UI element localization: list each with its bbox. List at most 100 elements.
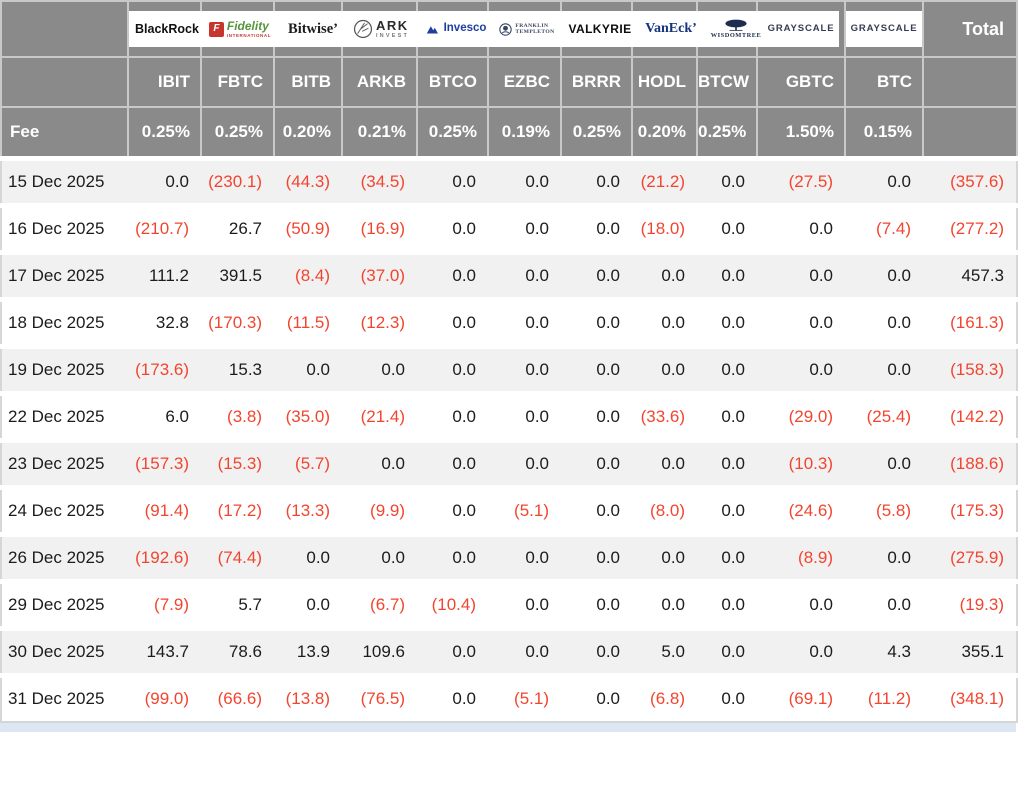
- provider-header-valkyrie: VALKYRIE: [560, 0, 638, 58]
- fee-ezbc: 0.19%: [487, 106, 562, 159]
- flow-cell: (24.6): [757, 484, 845, 534]
- flow-cell: (74.4): [201, 531, 274, 581]
- flow-cell: (5.7): [274, 437, 342, 487]
- flow-cell: 0.0: [561, 578, 632, 628]
- flow-cell: 0.0: [697, 578, 757, 628]
- grayscale-logo: GRAYSCALE: [762, 11, 840, 47]
- flow-cell: (21.2): [632, 155, 697, 205]
- flow-cell: 0.0: [417, 672, 488, 722]
- ark-circle-icon: [353, 19, 373, 39]
- flow-cell: (7.9): [128, 578, 201, 628]
- flow-cell: (8.4): [274, 249, 342, 299]
- flow-table-body: 15 Dec 2025 0.0 (230.1) (44.3) (34.5) 0.0 0.0 0…: [1, 155, 1017, 722]
- ticker-row: IBIT FBTC BITB ARKB BTCO EZBC BRRR HODL BTCW GBTC…: [0, 56, 1018, 108]
- flow-cell: 111.2: [128, 249, 201, 299]
- flow-cell: (27.5): [757, 155, 845, 205]
- table-row: 23 Dec 2025 (157.3) (15.3) (5.7) 0.0 0.0 0.0 0.…: [1, 437, 1017, 487]
- provider-header-blackrock: BlackRock: [127, 0, 205, 58]
- flow-cell: (192.6): [128, 531, 201, 581]
- bottom-strip: [0, 723, 1016, 732]
- fee-btc: 0.15%: [844, 106, 924, 159]
- flow-cell: (21.4): [342, 390, 417, 440]
- flow-cell: 0.0: [561, 531, 632, 581]
- flow-cell: (10.4): [417, 578, 488, 628]
- flow-cell: 0.0: [697, 155, 757, 205]
- flow-cell: (76.5): [342, 672, 417, 722]
- flow-cell: (5.1): [488, 672, 561, 722]
- fee-fbtc: 0.25%: [200, 106, 275, 159]
- flow-cell: 0.0: [697, 202, 757, 252]
- flow-cell: 0.0: [757, 625, 845, 675]
- ticker-gbtc: GBTC: [756, 56, 846, 108]
- flow-cell: 0.0: [845, 155, 923, 205]
- flow-cell: 0.0: [417, 155, 488, 205]
- flow-cell: 0.0: [697, 437, 757, 487]
- total-cell: (357.6): [923, 155, 1017, 205]
- flow-cell: 0.0: [488, 249, 561, 299]
- total-cell: (188.6): [923, 437, 1017, 487]
- invesco-mountain-icon: [426, 25, 438, 33]
- ticker-fbtc: FBTC: [200, 56, 275, 108]
- fee-brrr: 0.25%: [560, 106, 633, 159]
- vaneck-logo: VanEck’: [633, 11, 709, 47]
- fee-bitb: 0.20%: [273, 106, 343, 159]
- bitwise-logo: Bitwise’: [275, 11, 351, 47]
- fee-row: Fee 0.25% 0.25% 0.20% 0.21% 0.25% 0.19% 0.25% 0…: [0, 106, 1018, 159]
- flow-cell: (13.3): [274, 484, 342, 534]
- ticker-ezbc: EZBC: [487, 56, 562, 108]
- flow-cell: 0.0: [488, 296, 561, 346]
- flow-cell: 0.0: [417, 249, 488, 299]
- flow-cell: 0.0: [417, 390, 488, 440]
- flow-cell: 0.0: [488, 390, 561, 440]
- flow-cell: (11.2): [845, 672, 923, 722]
- date-cell: 18 Dec 2025: [1, 296, 128, 346]
- table-row: 18 Dec 2025 32.8 (170.3) (11.5) (12.3) 0.0 0.0…: [1, 296, 1017, 346]
- provider-header-invesco: Invesco: [416, 0, 494, 58]
- table-row: 22 Dec 2025 6.0 (3.8) (35.0) (21.4) 0.0 0.0 0.0…: [1, 390, 1017, 440]
- fee-btcw: 0.25%: [696, 106, 758, 159]
- flow-cell: 0.0: [342, 531, 417, 581]
- date-cell: 31 Dec 2025: [1, 672, 128, 722]
- flow-cell: 0.0: [757, 343, 845, 393]
- provider-header-vaneck: VanEck’: [631, 0, 709, 58]
- flow-cell: 0.0: [632, 296, 697, 346]
- flow-cell: 0.0: [417, 296, 488, 346]
- flow-cell: 4.3: [845, 625, 923, 675]
- flow-cell: 0.0: [488, 578, 561, 628]
- flow-cell: (25.4): [845, 390, 923, 440]
- ticker-bitb: BITB: [273, 56, 343, 108]
- total-cell: (175.3): [923, 484, 1017, 534]
- provider-logo-row: BlackRock F Fidelity INTERNATIONAL Bitwise…: [0, 0, 1018, 58]
- flow-cell: 0.0: [757, 296, 845, 346]
- ticker-hodl: HODL: [631, 56, 698, 108]
- flow-cell: 0.0: [488, 155, 561, 205]
- table-row: 17 Dec 2025 111.2 391.5 (8.4) (37.0) 0.0 0.0 0.…: [1, 249, 1017, 299]
- flow-cell: (170.3): [201, 296, 274, 346]
- flow-cell: (29.0): [757, 390, 845, 440]
- provider-header-fidelity: F Fidelity INTERNATIONAL: [200, 0, 278, 58]
- franklin-logo: FRANKLIN TEMPLETON: [489, 11, 565, 47]
- date-cell: 29 Dec 2025: [1, 578, 128, 628]
- flow-cell: (5.8): [845, 484, 923, 534]
- provider-header-grayscale2: GRAYSCALE: [844, 0, 924, 58]
- flow-cell: 0.0: [845, 296, 923, 346]
- date-cell: 24 Dec 2025: [1, 484, 128, 534]
- flow-cell: 0.0: [697, 484, 757, 534]
- flow-cell: 0.0: [697, 672, 757, 722]
- fidelity-f-icon: F: [208, 21, 224, 37]
- flow-cell: (15.3): [201, 437, 274, 487]
- flow-cell: 5.7: [201, 578, 274, 628]
- flow-cell: (37.0): [342, 249, 417, 299]
- flow-cell: 0.0: [561, 484, 632, 534]
- flow-cell: 0.0: [417, 437, 488, 487]
- flow-cell: 0.0: [757, 249, 845, 299]
- fee-hodl: 0.20%: [631, 106, 698, 159]
- flow-cell: (50.9): [274, 202, 342, 252]
- flow-cell: (7.4): [845, 202, 923, 252]
- flow-cell: 0.0: [632, 578, 697, 628]
- flow-cell: (5.1): [488, 484, 561, 534]
- date-cell: 23 Dec 2025: [1, 437, 128, 487]
- provider-header-wisdomtree: WISDOMTREE: [696, 0, 774, 58]
- flow-cell: 0.0: [561, 202, 632, 252]
- flow-cell: (35.0): [274, 390, 342, 440]
